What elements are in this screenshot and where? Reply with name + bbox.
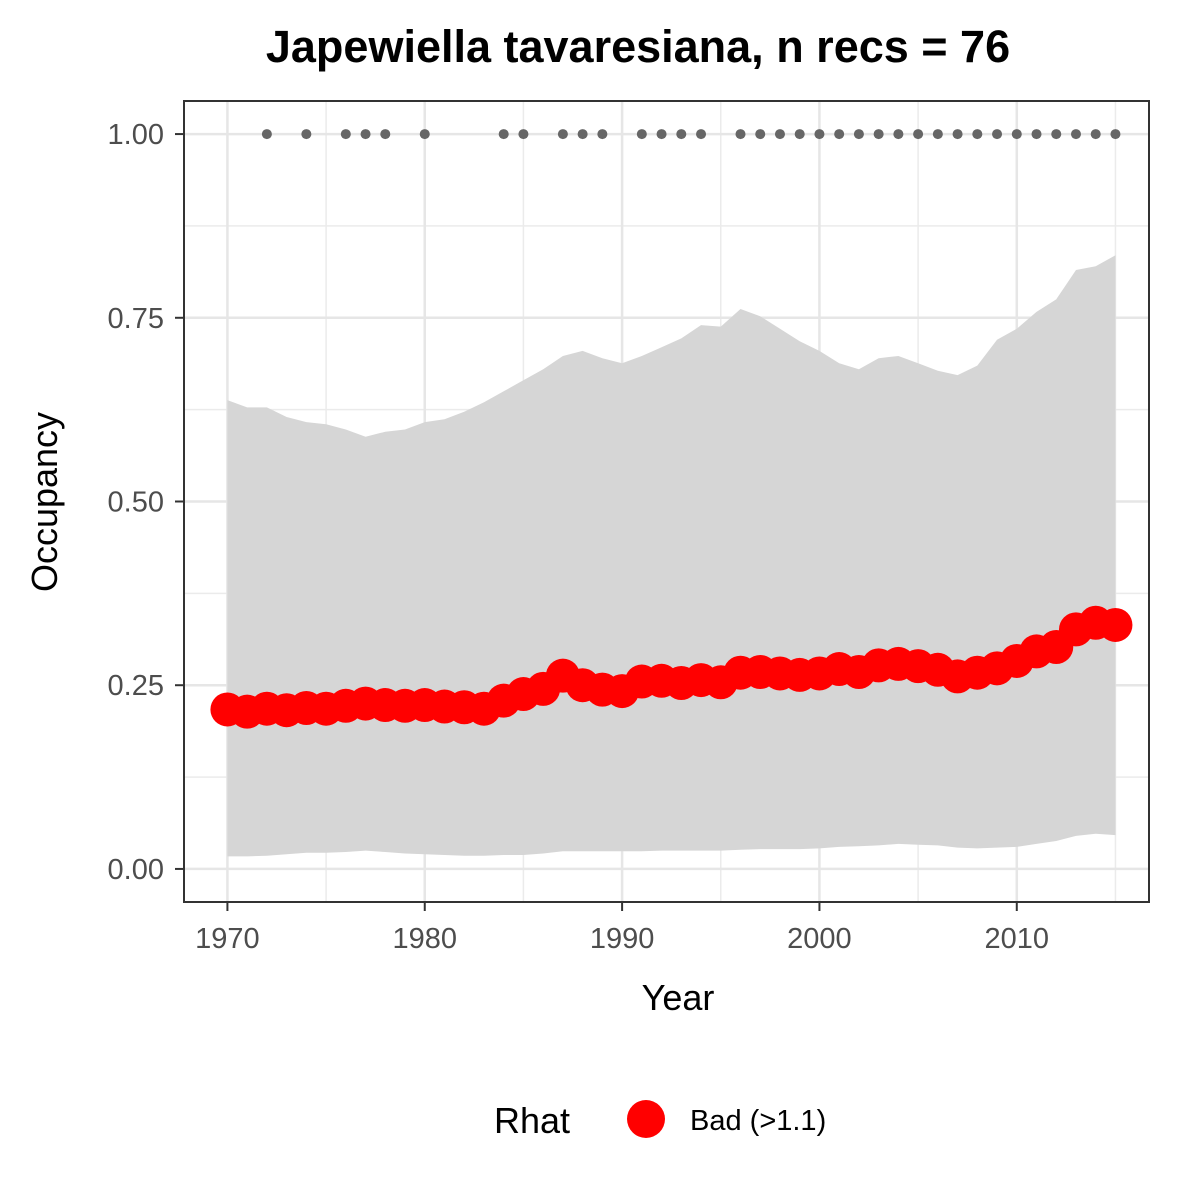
record-year-dot — [1051, 129, 1062, 140]
record-year-dot — [735, 129, 746, 140]
record-year-dot — [1011, 129, 1022, 140]
y-tick-label: 0.00 — [108, 854, 164, 886]
legend-label-bad: Bad (>1.1) — [690, 1105, 826, 1137]
x-tick-label: 2000 — [787, 923, 852, 955]
record-year-dot — [755, 129, 766, 140]
record-year-dot — [834, 129, 845, 140]
record-year-dot — [419, 129, 430, 140]
y-tick-label: 1.00 — [108, 119, 164, 151]
record-year-dot — [1070, 129, 1081, 140]
record-year-dot — [794, 129, 805, 140]
record-year-dot — [340, 129, 351, 140]
record-year-dot — [814, 129, 825, 140]
y-tick-label: 0.75 — [108, 303, 164, 335]
record-year-dot — [597, 129, 608, 140]
record-year-dot — [1110, 129, 1121, 140]
record-year-dot — [873, 129, 884, 140]
record-years-layer — [261, 129, 1121, 140]
record-year-dot — [1090, 129, 1101, 140]
record-year-dot — [301, 129, 312, 140]
record-year-dot — [518, 129, 529, 140]
record-year-dot — [577, 129, 588, 140]
chart-title: Japewiella tavaresiana, n recs = 76 — [266, 21, 1010, 72]
record-year-dot — [261, 129, 272, 140]
record-year-dot — [380, 129, 391, 140]
legend-title: Rhat — [494, 1100, 570, 1141]
record-year-dot — [676, 129, 687, 140]
record-year-dot — [636, 129, 647, 140]
record-year-dot — [913, 129, 924, 140]
record-year-dot — [853, 129, 864, 140]
record-year-dot — [1031, 129, 1042, 140]
plot-panel — [183, 100, 1150, 903]
y-tick-label: 0.25 — [108, 670, 164, 702]
x-axis: 1970 1980 1990 2000 2010 — [195, 902, 1049, 955]
record-year-dot — [696, 129, 707, 140]
occupancy-point — [1098, 607, 1133, 642]
record-year-dot — [932, 129, 943, 140]
record-year-dot — [992, 129, 1003, 140]
x-tick-label: 2010 — [985, 923, 1050, 955]
legend-marker-bad — [627, 1100, 665, 1138]
record-year-dot — [557, 129, 568, 140]
legend: Rhat Bad (>1.1) — [494, 1100, 826, 1141]
x-axis-title: Year — [642, 977, 715, 1018]
record-year-dot — [972, 129, 983, 140]
record-year-dot — [952, 129, 963, 140]
record-year-dot — [656, 129, 667, 140]
record-year-dot — [360, 129, 371, 140]
y-axis: 0.00 0.25 0.50 0.75 1.00 — [108, 119, 184, 886]
x-tick-label: 1970 — [195, 923, 260, 955]
x-tick-label: 1980 — [392, 923, 457, 955]
record-year-dot — [893, 129, 904, 140]
record-year-dot — [774, 129, 785, 140]
record-year-dot — [498, 129, 509, 140]
x-tick-label: 1990 — [590, 923, 655, 955]
y-axis-title: Occupancy — [24, 412, 65, 592]
y-tick-label: 0.50 — [108, 487, 164, 519]
occupancy-series-layer — [210, 605, 1133, 729]
